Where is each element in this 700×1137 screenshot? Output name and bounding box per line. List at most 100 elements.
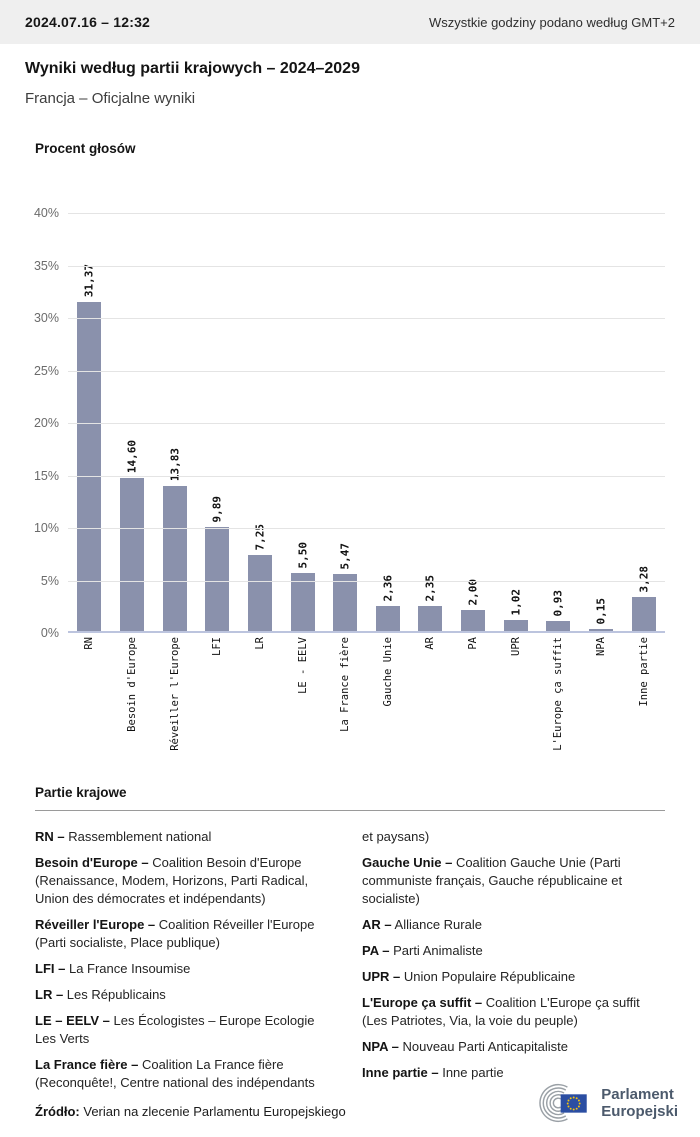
legend-definition: Coalition Besoin d'Europe (Renaissance, … <box>35 855 309 906</box>
legend-term: RN – <box>35 829 65 844</box>
legend-definition: Coalition Gauche Unie (Parti communiste … <box>362 855 623 906</box>
x-tick-label: AR <box>424 637 437 650</box>
bar-slot: 14,60 <box>111 213 154 631</box>
x-tick: Gauche Unie <box>366 637 409 775</box>
bar-slot: 9,89 <box>196 213 239 631</box>
bar-value-label: 1,02 <box>509 588 523 616</box>
ep-hemicycle-icon <box>537 1081 593 1125</box>
legend-definition: Coalition L'Europe ça suffit (Les Patrio… <box>362 995 640 1028</box>
report-datetime: 2024.07.16 – 12:32 <box>25 14 151 30</box>
bar-chart: 31,37 14,60 13,83 9,89 7,25 5,50 5,47 2,36 2,35 2… <box>34 206 665 640</box>
bar-slot: 2,35 <box>409 213 452 631</box>
legend-entry: Gauche Unie – Coalition Gauche Unie (Par… <box>362 854 665 908</box>
legend-definition: Inne partie <box>442 1065 504 1080</box>
chart-plot: 31,37 14,60 13,83 9,89 7,25 5,50 5,47 2,36 2,35 2… <box>68 213 665 631</box>
bar-value-label: 2,00 <box>466 578 480 606</box>
bar <box>418 606 443 631</box>
legend-term: Réveiller l'Europe – <box>35 917 156 932</box>
legend-entry: LFI – La France Insoumise <box>35 960 338 978</box>
timezone-note: Wszystkie godziny podano według GMT+2 <box>428 14 675 30</box>
x-tick-label: L'Europe ça suffit <box>552 637 565 751</box>
x-tick: LE - EELV <box>281 637 324 775</box>
legend-entry: UPR – Union Populaire Républicaine <box>362 968 665 986</box>
x-tick: Inne partie <box>622 637 665 775</box>
bar <box>375 606 400 631</box>
y-tick-label: 35% <box>33 258 59 273</box>
bar-slot: 3,28 <box>622 213 665 631</box>
legend-term: L'Europe ça suffit – <box>362 995 483 1010</box>
x-tick-label: Inne partie <box>637 637 650 707</box>
legend-definition: La France Insoumise <box>68 961 191 976</box>
bar <box>247 555 272 631</box>
y-tick-label: 20% <box>33 416 59 430</box>
x-tick-label: NPA <box>595 637 607 656</box>
header-bar: 2024.07.16 – 12:32 Wszystkie godziny pod… <box>0 0 700 44</box>
x-tick-label: LFI <box>211 637 224 656</box>
legend-definition: Coalition La France fière (Reconquête!, … <box>35 1057 315 1090</box>
bar-value-label: 2,36 <box>381 574 395 602</box>
x-tick: Besoin d'Europe <box>111 637 154 775</box>
x-tick-label: LE - EELV <box>296 637 309 694</box>
bar-slot: 5,47 <box>324 213 367 631</box>
legend-entry: Besoin d'Europe – Coalition Besoin d'Eur… <box>35 854 338 908</box>
page-subtitle: Francja – Oficjalne wyniki <box>25 90 196 107</box>
bar-slot: 1,02 <box>494 213 537 631</box>
x-tick: La France fière <box>324 637 367 775</box>
bar <box>162 486 187 631</box>
x-tick-label: La France fière <box>339 637 352 732</box>
x-tick-label: Besoin d'Europe <box>125 637 138 732</box>
bar <box>631 597 656 631</box>
ep-logo-text: Parlament Europejski <box>601 1086 678 1120</box>
bar-value-label: 9,89 <box>210 495 224 523</box>
gridline <box>68 370 665 372</box>
european-parliament-logo: Parlament Europejski <box>537 1081 678 1125</box>
legend-term: LR – <box>35 987 64 1002</box>
legend-column-right: et paysans) Gauche Unie – Coalition Gauch… <box>362 828 665 1100</box>
legend-term: Besoin d'Europe – <box>35 855 149 870</box>
x-tick-label: LR <box>253 637 266 650</box>
legend-column-left: RN – Rassemblement national Besoin d'Euro… <box>35 828 338 1100</box>
title-block: Wyniki według partii krajowych – 2024–20… <box>25 59 675 109</box>
legend-term: UPR – <box>362 969 401 984</box>
gridline <box>68 265 665 267</box>
ep-logo-line2: Europejski <box>601 1103 678 1120</box>
legend-term: Gauche Unie – <box>362 855 453 870</box>
legend-term: LE – EELV – <box>35 1013 110 1028</box>
bar-slot: 2,00 <box>452 213 495 631</box>
legend-definition: Parti Animaliste <box>393 943 483 958</box>
bar-value-label: 0,93 <box>551 589 565 617</box>
legend-term: PA – <box>362 943 390 958</box>
legend-definition: et paysans) <box>362 829 430 844</box>
legend-entry: RN – Rassemblement national <box>35 828 338 846</box>
bar-value-label: 5,47 <box>338 542 352 570</box>
x-tick: UPR <box>494 637 537 775</box>
legend-term: LFI – <box>35 961 66 976</box>
legend-entry: AR – Alliance Rurale <box>362 916 665 934</box>
x-tick: AR <box>409 637 452 775</box>
bar <box>461 610 486 631</box>
bar-value-label: 31,37 <box>82 263 96 297</box>
y-tick-label: 0% <box>40 626 59 640</box>
bar <box>290 573 315 631</box>
bar-slot: 31,37 <box>68 213 111 631</box>
bar-value-label: 2,35 <box>423 574 437 602</box>
legend-term: NPA – <box>362 1039 399 1054</box>
legend-entry: Inne partie – Inne partie <box>362 1064 665 1082</box>
y-tick-label: 30% <box>33 311 59 325</box>
bar-slot: 7,25 <box>239 213 282 631</box>
bar <box>589 629 613 631</box>
bar-slot: 2,36 <box>366 213 409 631</box>
x-tick: NPA <box>580 637 623 775</box>
y-tick-label: 25% <box>33 363 59 378</box>
bar-value-label: 3,28 <box>637 565 651 593</box>
footer: Źródło: Verian na zlecenie Parlamentu Eu… <box>35 1081 678 1125</box>
source-label: Źródło: <box>35 1104 80 1119</box>
legend-definition: Les Républicains <box>66 987 166 1002</box>
x-tick-label: Gauche Unie <box>381 637 394 707</box>
bar-slot: 5,50 <box>281 213 324 631</box>
x-tick: LR <box>239 637 282 775</box>
y-tick-label: 10% <box>33 521 59 535</box>
legend-definition: Rassemblement national <box>68 829 212 844</box>
x-axis-labels: RN Besoin d'Europe Réveiller l'Europe LFI LR… <box>68 637 665 775</box>
legend-definition: Coalition Réveiller l'Europe (Parti soci… <box>35 917 315 950</box>
